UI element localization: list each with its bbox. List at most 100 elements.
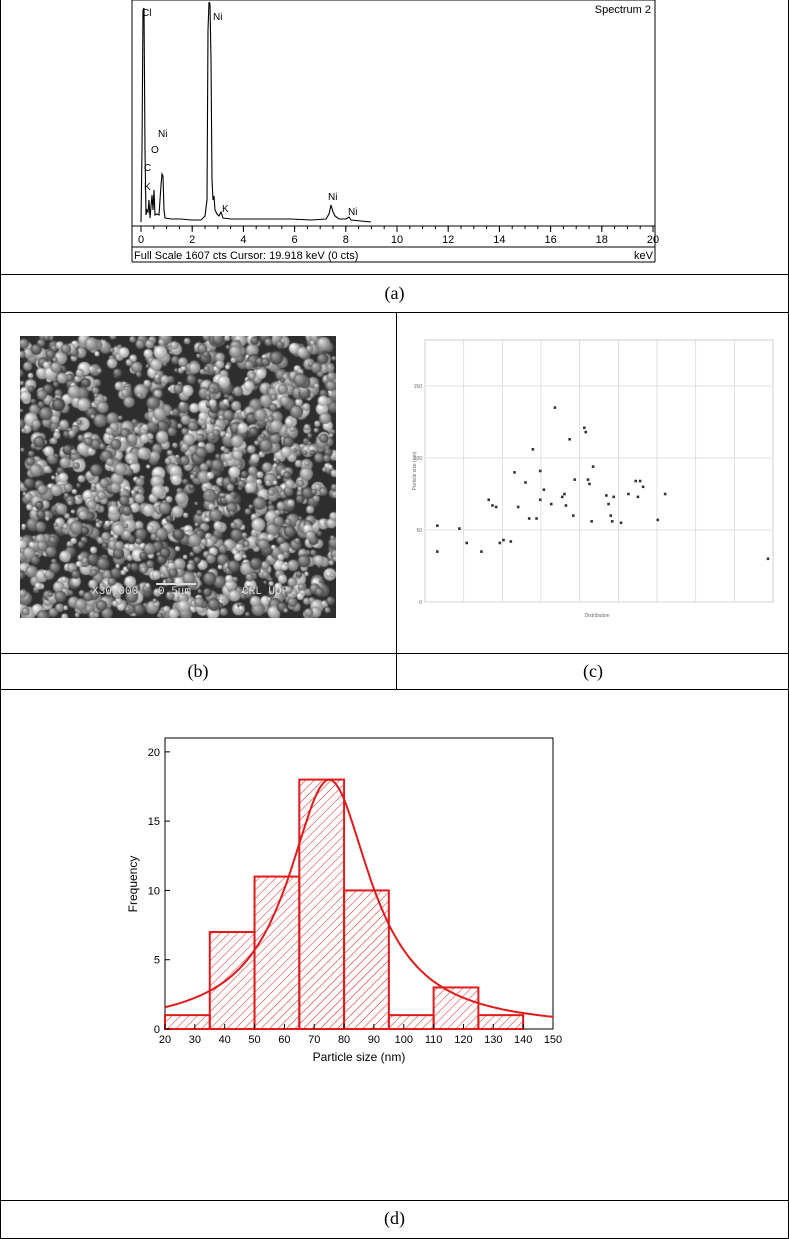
hist-fit-curve	[164, 778, 554, 1018]
spectrum-peak-labels: Cl O C K Ni Ni K Ni Ni	[142, 8, 357, 218]
hist-bar	[343, 889, 390, 1030]
hist-y-tick-label: 20	[148, 747, 160, 759]
caption-c: (c)	[583, 661, 603, 681]
spectrum-tick-label: 4	[240, 234, 246, 246]
particle-distribution-scatter: 150 100 50 0 Particle size (nm) Distributio…	[412, 339, 774, 619]
scatter-point	[590, 520, 593, 523]
scatter-point	[619, 521, 623, 525]
scatter-point	[609, 514, 613, 517]
hist-y-tick-label: 10	[148, 885, 160, 897]
hist-x-tick-label: 130	[484, 1034, 502, 1046]
peak-label: K	[144, 182, 151, 193]
divider-bc-end	[0, 689, 789, 690]
caption-b: (b)	[187, 661, 209, 681]
scatter-point	[502, 538, 505, 542]
scatter-point	[612, 495, 615, 499]
spectrum-x-unit: keV	[634, 250, 654, 262]
hist-x-tick-label: 110	[425, 1034, 443, 1046]
scatter-point	[607, 502, 610, 506]
spectrum-tick-label: 6	[292, 234, 298, 246]
sem-particles-texture	[20, 336, 336, 618]
scatter-point	[560, 495, 564, 499]
scatter-point	[538, 498, 542, 502]
peak-label: Ni	[348, 207, 357, 218]
scatter-point	[538, 469, 542, 473]
scatter-point	[656, 518, 660, 522]
hist-bar	[208, 931, 256, 1030]
spectrum-tick-label: 12	[442, 234, 454, 246]
scatter-point	[638, 479, 642, 483]
hist-bar	[477, 1014, 525, 1030]
scatter-point	[465, 541, 469, 545]
sem-lab-label: CRL UOP	[242, 586, 289, 598]
hist-y-tick-label: 15	[148, 816, 160, 828]
scatter-point	[436, 550, 439, 553]
peak-label: Ni	[158, 129, 167, 140]
particle-size-histogram: 20 30 40 50 60 70 80 90 100 110 120 130 140 150 0 5 10 1…	[126, 737, 562, 1064]
hist-y-tick-label: 0	[154, 1024, 160, 1036]
scatter-point	[516, 505, 520, 509]
scatter-point	[491, 504, 494, 507]
hist-y-tick-label: 5	[154, 955, 160, 967]
divider-a-caption	[0, 274, 789, 275]
hist-x-tick-label: 50	[248, 1034, 260, 1046]
hist-x-tick-label: 30	[189, 1034, 201, 1046]
hist-bars	[164, 778, 525, 1031]
spectrum-tick-label: 18	[596, 234, 608, 246]
scatter-point	[527, 517, 531, 520]
spectrum-tick-label: 8	[343, 234, 349, 246]
border-left	[0, 0, 1, 1239]
scatter-point	[564, 504, 568, 507]
scatter-point	[636, 495, 640, 499]
scatter-point	[498, 541, 502, 545]
divider-a-end	[0, 312, 789, 313]
scatter-point	[584, 430, 588, 434]
peak-label: K	[222, 204, 229, 215]
scatter-point	[568, 437, 571, 441]
scatter-point	[458, 527, 461, 530]
spectrum-tick-label: 10	[391, 234, 403, 246]
spectrum-tick-label: 16	[544, 234, 556, 246]
hist-x-tick-label: 40	[219, 1034, 231, 1046]
spectrum-trace	[140, 1, 372, 223]
spectrum-tick-label: 14	[493, 234, 505, 246]
scatter-tick-label: 150	[414, 384, 423, 390]
scatter-plot-area	[424, 339, 774, 603]
hist-ylabel: Frequency	[126, 856, 140, 913]
scatter-points	[436, 406, 770, 561]
hist-x-ticks: 20 30 40 50 60 70 80 90 100 110 120 130 140 150	[159, 1024, 562, 1046]
hist-x-tick-label: 120	[454, 1034, 472, 1046]
sem-scale-bar	[156, 583, 196, 585]
divider-bc-vertical	[396, 312, 397, 689]
scatter-point	[524, 481, 527, 484]
sem-magnification: X30,000	[92, 586, 139, 598]
hist-xlabel: Particle size (nm)	[313, 1050, 406, 1064]
scatter-point	[494, 505, 498, 509]
sem-scale-text: 0.5μm	[158, 586, 192, 598]
peak-label: O	[151, 145, 159, 156]
spectrum-footer: Full Scale 1607 cts Cursor: 19.918 keV (…	[134, 250, 358, 262]
spectrum-tick-label: 20	[647, 234, 659, 246]
scatter-point	[588, 482, 591, 486]
scatter-point	[586, 478, 590, 481]
scatter-point	[663, 492, 667, 496]
scatter-ylabel: Particle size (nm)	[412, 451, 418, 490]
scatter-point	[563, 492, 566, 496]
scatter-point	[509, 540, 513, 543]
scatter-point	[553, 406, 557, 409]
hist-x-tick-label: 100	[395, 1034, 413, 1046]
hist-y-ticks: 0 5 10 15 20	[148, 747, 170, 1036]
peak-label: C	[144, 163, 151, 174]
scatter-tick-label: 100	[414, 456, 423, 462]
scatter-point	[480, 550, 483, 553]
hist-bar	[298, 778, 346, 1031]
sem-label-bar: X30,000 0.5μm CRL UOP	[20, 582, 336, 602]
scatter-xlabel: Distribution	[584, 613, 609, 619]
scatter-point	[627, 492, 630, 496]
scatter-point	[436, 524, 439, 527]
hist-bar	[164, 1014, 211, 1030]
sem-micrograph: X30,000 0.5μm CRL UOP	[20, 336, 336, 618]
hist-x-tick-label: 140	[514, 1034, 532, 1046]
scatter-point	[591, 465, 595, 468]
scatter-point	[610, 520, 614, 523]
